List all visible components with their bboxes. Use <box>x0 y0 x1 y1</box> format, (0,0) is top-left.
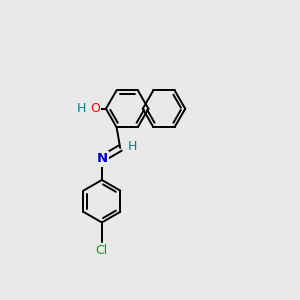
Text: H: H <box>128 140 137 153</box>
Text: H: H <box>77 102 86 115</box>
Text: O: O <box>86 102 100 115</box>
Text: N: N <box>96 152 107 165</box>
Text: Cl: Cl <box>96 244 108 257</box>
